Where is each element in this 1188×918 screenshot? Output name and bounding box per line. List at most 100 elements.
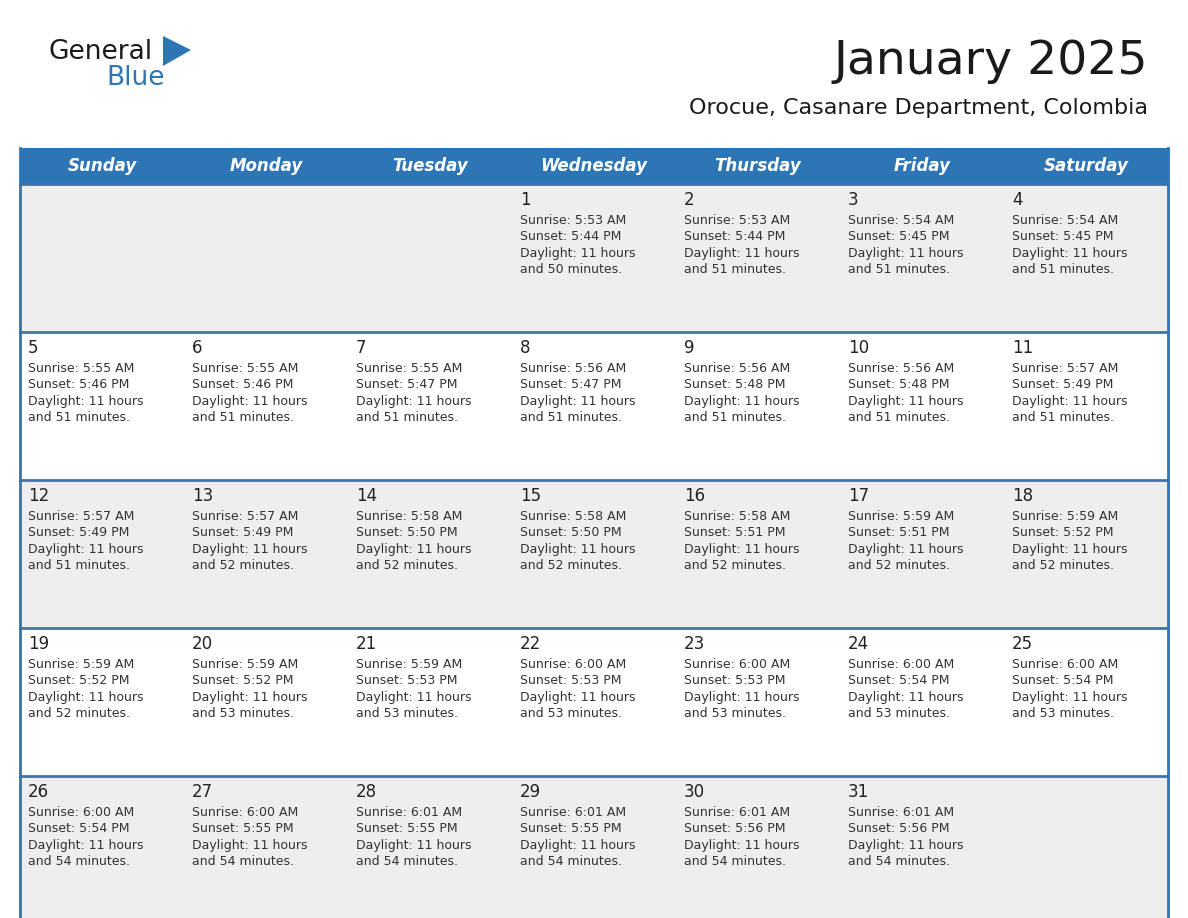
Text: and 52 minutes.: and 52 minutes. xyxy=(848,559,950,572)
Text: Sunset: 5:55 PM: Sunset: 5:55 PM xyxy=(520,822,621,835)
Text: 16: 16 xyxy=(684,487,706,505)
Text: Sunset: 5:46 PM: Sunset: 5:46 PM xyxy=(192,378,293,391)
Text: 11: 11 xyxy=(1012,339,1034,357)
Text: Sunrise: 5:56 AM: Sunrise: 5:56 AM xyxy=(848,362,954,375)
Text: Sunset: 5:48 PM: Sunset: 5:48 PM xyxy=(848,378,949,391)
Text: Daylight: 11 hours: Daylight: 11 hours xyxy=(1012,395,1127,408)
Text: Sunrise: 5:56 AM: Sunrise: 5:56 AM xyxy=(684,362,790,375)
Text: Daylight: 11 hours: Daylight: 11 hours xyxy=(684,247,800,260)
Text: Daylight: 11 hours: Daylight: 11 hours xyxy=(356,395,472,408)
Text: Sunday: Sunday xyxy=(68,157,137,175)
Text: 19: 19 xyxy=(29,635,49,653)
Text: 7: 7 xyxy=(356,339,367,357)
Text: and 51 minutes.: and 51 minutes. xyxy=(356,411,459,424)
Text: Sunrise: 5:58 AM: Sunrise: 5:58 AM xyxy=(520,509,626,522)
Text: and 53 minutes.: and 53 minutes. xyxy=(356,707,459,720)
Text: Sunset: 5:52 PM: Sunset: 5:52 PM xyxy=(192,674,293,687)
Text: Daylight: 11 hours: Daylight: 11 hours xyxy=(192,690,308,703)
Text: and 52 minutes.: and 52 minutes. xyxy=(29,707,129,720)
Text: Sunrise: 5:54 AM: Sunrise: 5:54 AM xyxy=(848,214,954,227)
Text: Sunrise: 6:00 AM: Sunrise: 6:00 AM xyxy=(1012,657,1118,670)
Text: Daylight: 11 hours: Daylight: 11 hours xyxy=(356,543,472,555)
Text: 30: 30 xyxy=(684,783,706,801)
Text: Saturday: Saturday xyxy=(1043,157,1129,175)
Text: Sunset: 5:50 PM: Sunset: 5:50 PM xyxy=(356,526,457,539)
Text: Tuesday: Tuesday xyxy=(392,157,468,175)
Text: and 54 minutes.: and 54 minutes. xyxy=(848,855,950,868)
Bar xyxy=(20,332,1168,480)
Text: Daylight: 11 hours: Daylight: 11 hours xyxy=(848,395,963,408)
Text: Daylight: 11 hours: Daylight: 11 hours xyxy=(684,838,800,852)
Text: and 54 minutes.: and 54 minutes. xyxy=(684,855,786,868)
Text: 31: 31 xyxy=(848,783,870,801)
Text: Daylight: 11 hours: Daylight: 11 hours xyxy=(29,395,144,408)
Text: 9: 9 xyxy=(684,339,695,357)
Text: Daylight: 11 hours: Daylight: 11 hours xyxy=(684,395,800,408)
Text: Sunrise: 5:57 AM: Sunrise: 5:57 AM xyxy=(192,509,298,522)
Text: and 51 minutes.: and 51 minutes. xyxy=(1012,411,1114,424)
Text: and 53 minutes.: and 53 minutes. xyxy=(1012,707,1114,720)
Text: Sunset: 5:55 PM: Sunset: 5:55 PM xyxy=(192,822,293,835)
Text: Sunset: 5:45 PM: Sunset: 5:45 PM xyxy=(848,230,949,243)
Text: Daylight: 11 hours: Daylight: 11 hours xyxy=(192,395,308,408)
Text: Sunrise: 6:01 AM: Sunrise: 6:01 AM xyxy=(520,805,626,819)
Text: Sunset: 5:54 PM: Sunset: 5:54 PM xyxy=(29,822,129,835)
Text: 20: 20 xyxy=(192,635,213,653)
Text: Sunrise: 6:00 AM: Sunrise: 6:00 AM xyxy=(29,805,134,819)
Bar xyxy=(20,776,1168,918)
Text: Sunset: 5:56 PM: Sunset: 5:56 PM xyxy=(684,822,785,835)
Text: Daylight: 11 hours: Daylight: 11 hours xyxy=(520,690,636,703)
Text: and 54 minutes.: and 54 minutes. xyxy=(520,855,623,868)
Text: Daylight: 11 hours: Daylight: 11 hours xyxy=(1012,690,1127,703)
Text: Sunrise: 6:00 AM: Sunrise: 6:00 AM xyxy=(520,657,626,670)
Text: Sunrise: 6:00 AM: Sunrise: 6:00 AM xyxy=(192,805,298,819)
Text: Orocue, Casanare Department, Colombia: Orocue, Casanare Department, Colombia xyxy=(689,98,1148,118)
Text: Sunrise: 5:59 AM: Sunrise: 5:59 AM xyxy=(848,509,954,522)
Text: Sunrise: 5:56 AM: Sunrise: 5:56 AM xyxy=(520,362,626,375)
Text: January 2025: January 2025 xyxy=(834,39,1148,84)
Text: and 53 minutes.: and 53 minutes. xyxy=(848,707,950,720)
Text: 5: 5 xyxy=(29,339,38,357)
Text: 2: 2 xyxy=(684,191,695,209)
Text: 8: 8 xyxy=(520,339,531,357)
Text: Sunrise: 5:59 AM: Sunrise: 5:59 AM xyxy=(1012,509,1118,522)
Text: Sunset: 5:44 PM: Sunset: 5:44 PM xyxy=(684,230,785,243)
Text: Sunrise: 5:58 AM: Sunrise: 5:58 AM xyxy=(356,509,462,522)
Text: 24: 24 xyxy=(848,635,870,653)
Text: Sunset: 5:47 PM: Sunset: 5:47 PM xyxy=(520,378,621,391)
Text: Monday: Monday xyxy=(229,157,303,175)
Text: and 51 minutes.: and 51 minutes. xyxy=(1012,263,1114,276)
Text: 22: 22 xyxy=(520,635,542,653)
Text: Sunset: 5:50 PM: Sunset: 5:50 PM xyxy=(520,526,621,539)
Text: Daylight: 11 hours: Daylight: 11 hours xyxy=(192,838,308,852)
Text: and 51 minutes.: and 51 minutes. xyxy=(848,411,950,424)
Text: 21: 21 xyxy=(356,635,378,653)
Text: Sunrise: 5:59 AM: Sunrise: 5:59 AM xyxy=(356,657,462,670)
Text: Friday: Friday xyxy=(893,157,950,175)
Text: Sunset: 5:49 PM: Sunset: 5:49 PM xyxy=(29,526,129,539)
Text: Sunset: 5:52 PM: Sunset: 5:52 PM xyxy=(1012,526,1113,539)
Text: 17: 17 xyxy=(848,487,870,505)
Text: Sunset: 5:53 PM: Sunset: 5:53 PM xyxy=(684,674,785,687)
Text: 28: 28 xyxy=(356,783,377,801)
Text: Sunrise: 5:53 AM: Sunrise: 5:53 AM xyxy=(520,214,626,227)
Text: Blue: Blue xyxy=(106,65,164,91)
Text: 6: 6 xyxy=(192,339,202,357)
Text: Daylight: 11 hours: Daylight: 11 hours xyxy=(520,395,636,408)
Text: 3: 3 xyxy=(848,191,859,209)
Text: Daylight: 11 hours: Daylight: 11 hours xyxy=(848,838,963,852)
Text: Sunset: 5:56 PM: Sunset: 5:56 PM xyxy=(848,822,949,835)
Text: Sunrise: 5:57 AM: Sunrise: 5:57 AM xyxy=(29,509,134,522)
Text: Sunset: 5:53 PM: Sunset: 5:53 PM xyxy=(356,674,457,687)
Text: Daylight: 11 hours: Daylight: 11 hours xyxy=(520,838,636,852)
Text: Sunrise: 5:53 AM: Sunrise: 5:53 AM xyxy=(684,214,790,227)
Bar xyxy=(20,184,1168,332)
Text: Sunrise: 5:57 AM: Sunrise: 5:57 AM xyxy=(1012,362,1118,375)
Text: Sunrise: 5:59 AM: Sunrise: 5:59 AM xyxy=(192,657,298,670)
Text: and 53 minutes.: and 53 minutes. xyxy=(192,707,293,720)
Text: Daylight: 11 hours: Daylight: 11 hours xyxy=(29,838,144,852)
Text: and 51 minutes.: and 51 minutes. xyxy=(520,411,623,424)
Text: Sunset: 5:53 PM: Sunset: 5:53 PM xyxy=(520,674,621,687)
Text: Sunrise: 6:01 AM: Sunrise: 6:01 AM xyxy=(684,805,790,819)
Text: Daylight: 11 hours: Daylight: 11 hours xyxy=(1012,247,1127,260)
